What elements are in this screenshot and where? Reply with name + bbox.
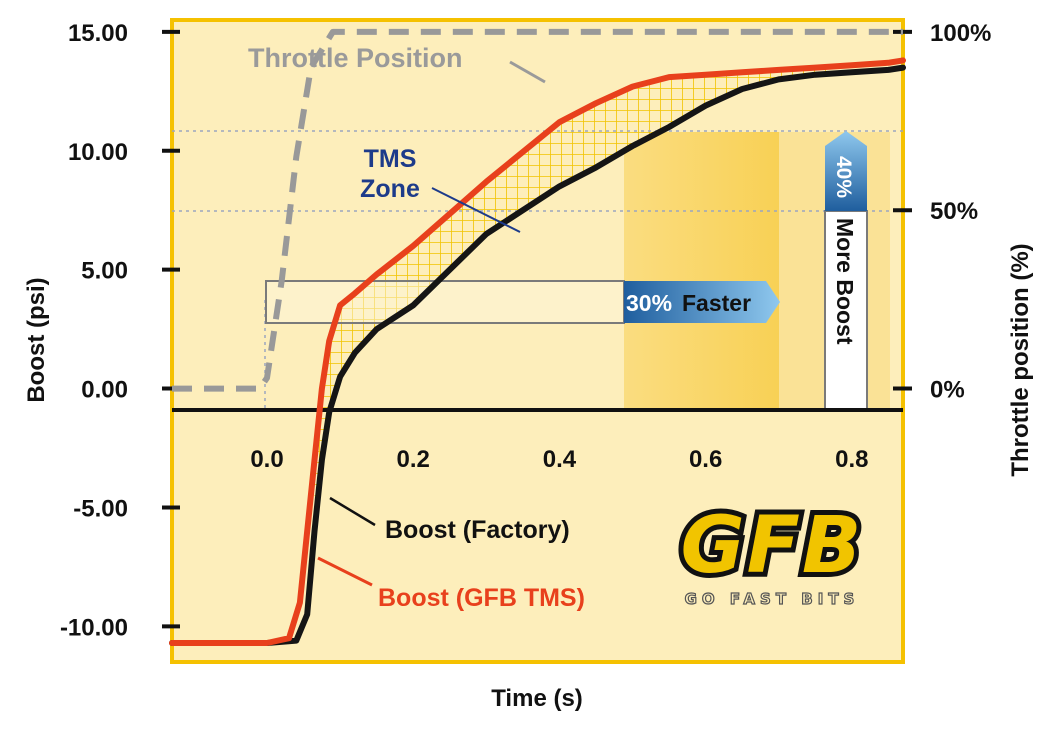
tms-label-leader — [317, 556, 373, 587]
y2-axis-ticks: 100% 50% 0% — [893, 20, 991, 404]
y-tick-label: 15.00 — [68, 20, 128, 47]
y-tick-label: 5.00 — [81, 258, 128, 285]
more-boost-pct: 40% — [832, 156, 855, 198]
throttle-label-leader — [509, 60, 546, 84]
more-boost-outline — [824, 210, 868, 411]
faster-bar-outline — [265, 280, 625, 324]
y-tick-label: -10.00 — [60, 614, 128, 641]
x-tick-label: 0.4 — [543, 446, 577, 473]
y2-tick-label: 100% — [930, 20, 991, 47]
tms-zone-label: TMS Zone — [360, 145, 420, 203]
faster-label: Faster — [682, 290, 751, 316]
y2-axis-title: Throttle position (%) — [1007, 243, 1034, 476]
y2-tick-label: 50% — [930, 198, 978, 225]
factory-series-label: Boost (Factory) — [385, 516, 570, 544]
y-axis-title: Boost (psi) — [23, 277, 50, 402]
series-line-factory — [169, 64, 906, 646]
logo-tagline: GO FAST BITS — [685, 590, 860, 608]
x-axis-title: Time (s) — [491, 685, 583, 712]
y-tick-label: 0.00 — [81, 377, 128, 404]
tms-zone-leader — [431, 187, 521, 233]
more-boost-arrow — [825, 131, 867, 211]
throttle-series-label: Throttle Position — [248, 43, 462, 73]
x-tick-label: 0.0 — [250, 446, 283, 473]
factory-label-leader — [329, 496, 376, 527]
x-tick-label: 0.8 — [835, 446, 868, 473]
tms-series-label: Boost (GFB TMS) — [378, 584, 585, 612]
x-tick-label: 0.6 — [689, 446, 722, 473]
y2-tick-label: 0% — [930, 377, 965, 404]
series-line-throttle — [172, 28, 903, 392]
gfb-logo: GFB GO FAST BITS — [676, 496, 867, 609]
y-axis-ticks: 15.00 10.00 5.00 0.00 -5.00 -10.00 — [60, 20, 180, 641]
y-tick-label: 10.00 — [68, 139, 128, 166]
x-axis-ticks: 0.0 0.2 0.4 0.6 0.8 — [250, 446, 868, 473]
faster-label-pct: 30% — [626, 290, 672, 316]
series-line-gfb-tms — [169, 57, 906, 646]
logo-text: GFB — [681, 501, 864, 591]
faster-arrow — [624, 281, 780, 323]
more-boost-label: More Boost — [832, 218, 858, 345]
x-tick-label: 0.2 — [397, 446, 430, 473]
y-tick-label: -5.00 — [73, 495, 128, 522]
faster-zone-band — [624, 132, 779, 410]
